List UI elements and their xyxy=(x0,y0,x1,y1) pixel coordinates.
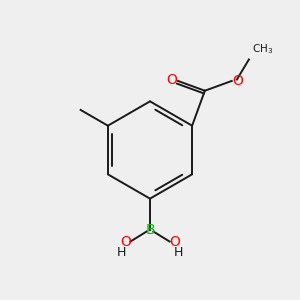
Text: O: O xyxy=(169,235,180,249)
Text: H: H xyxy=(117,247,127,260)
Text: O: O xyxy=(166,73,177,86)
Text: O: O xyxy=(120,235,131,249)
Text: B: B xyxy=(145,223,155,237)
Text: H: H xyxy=(173,247,183,260)
Text: O: O xyxy=(232,74,243,88)
Text: CH$_3$: CH$_3$ xyxy=(252,42,273,56)
